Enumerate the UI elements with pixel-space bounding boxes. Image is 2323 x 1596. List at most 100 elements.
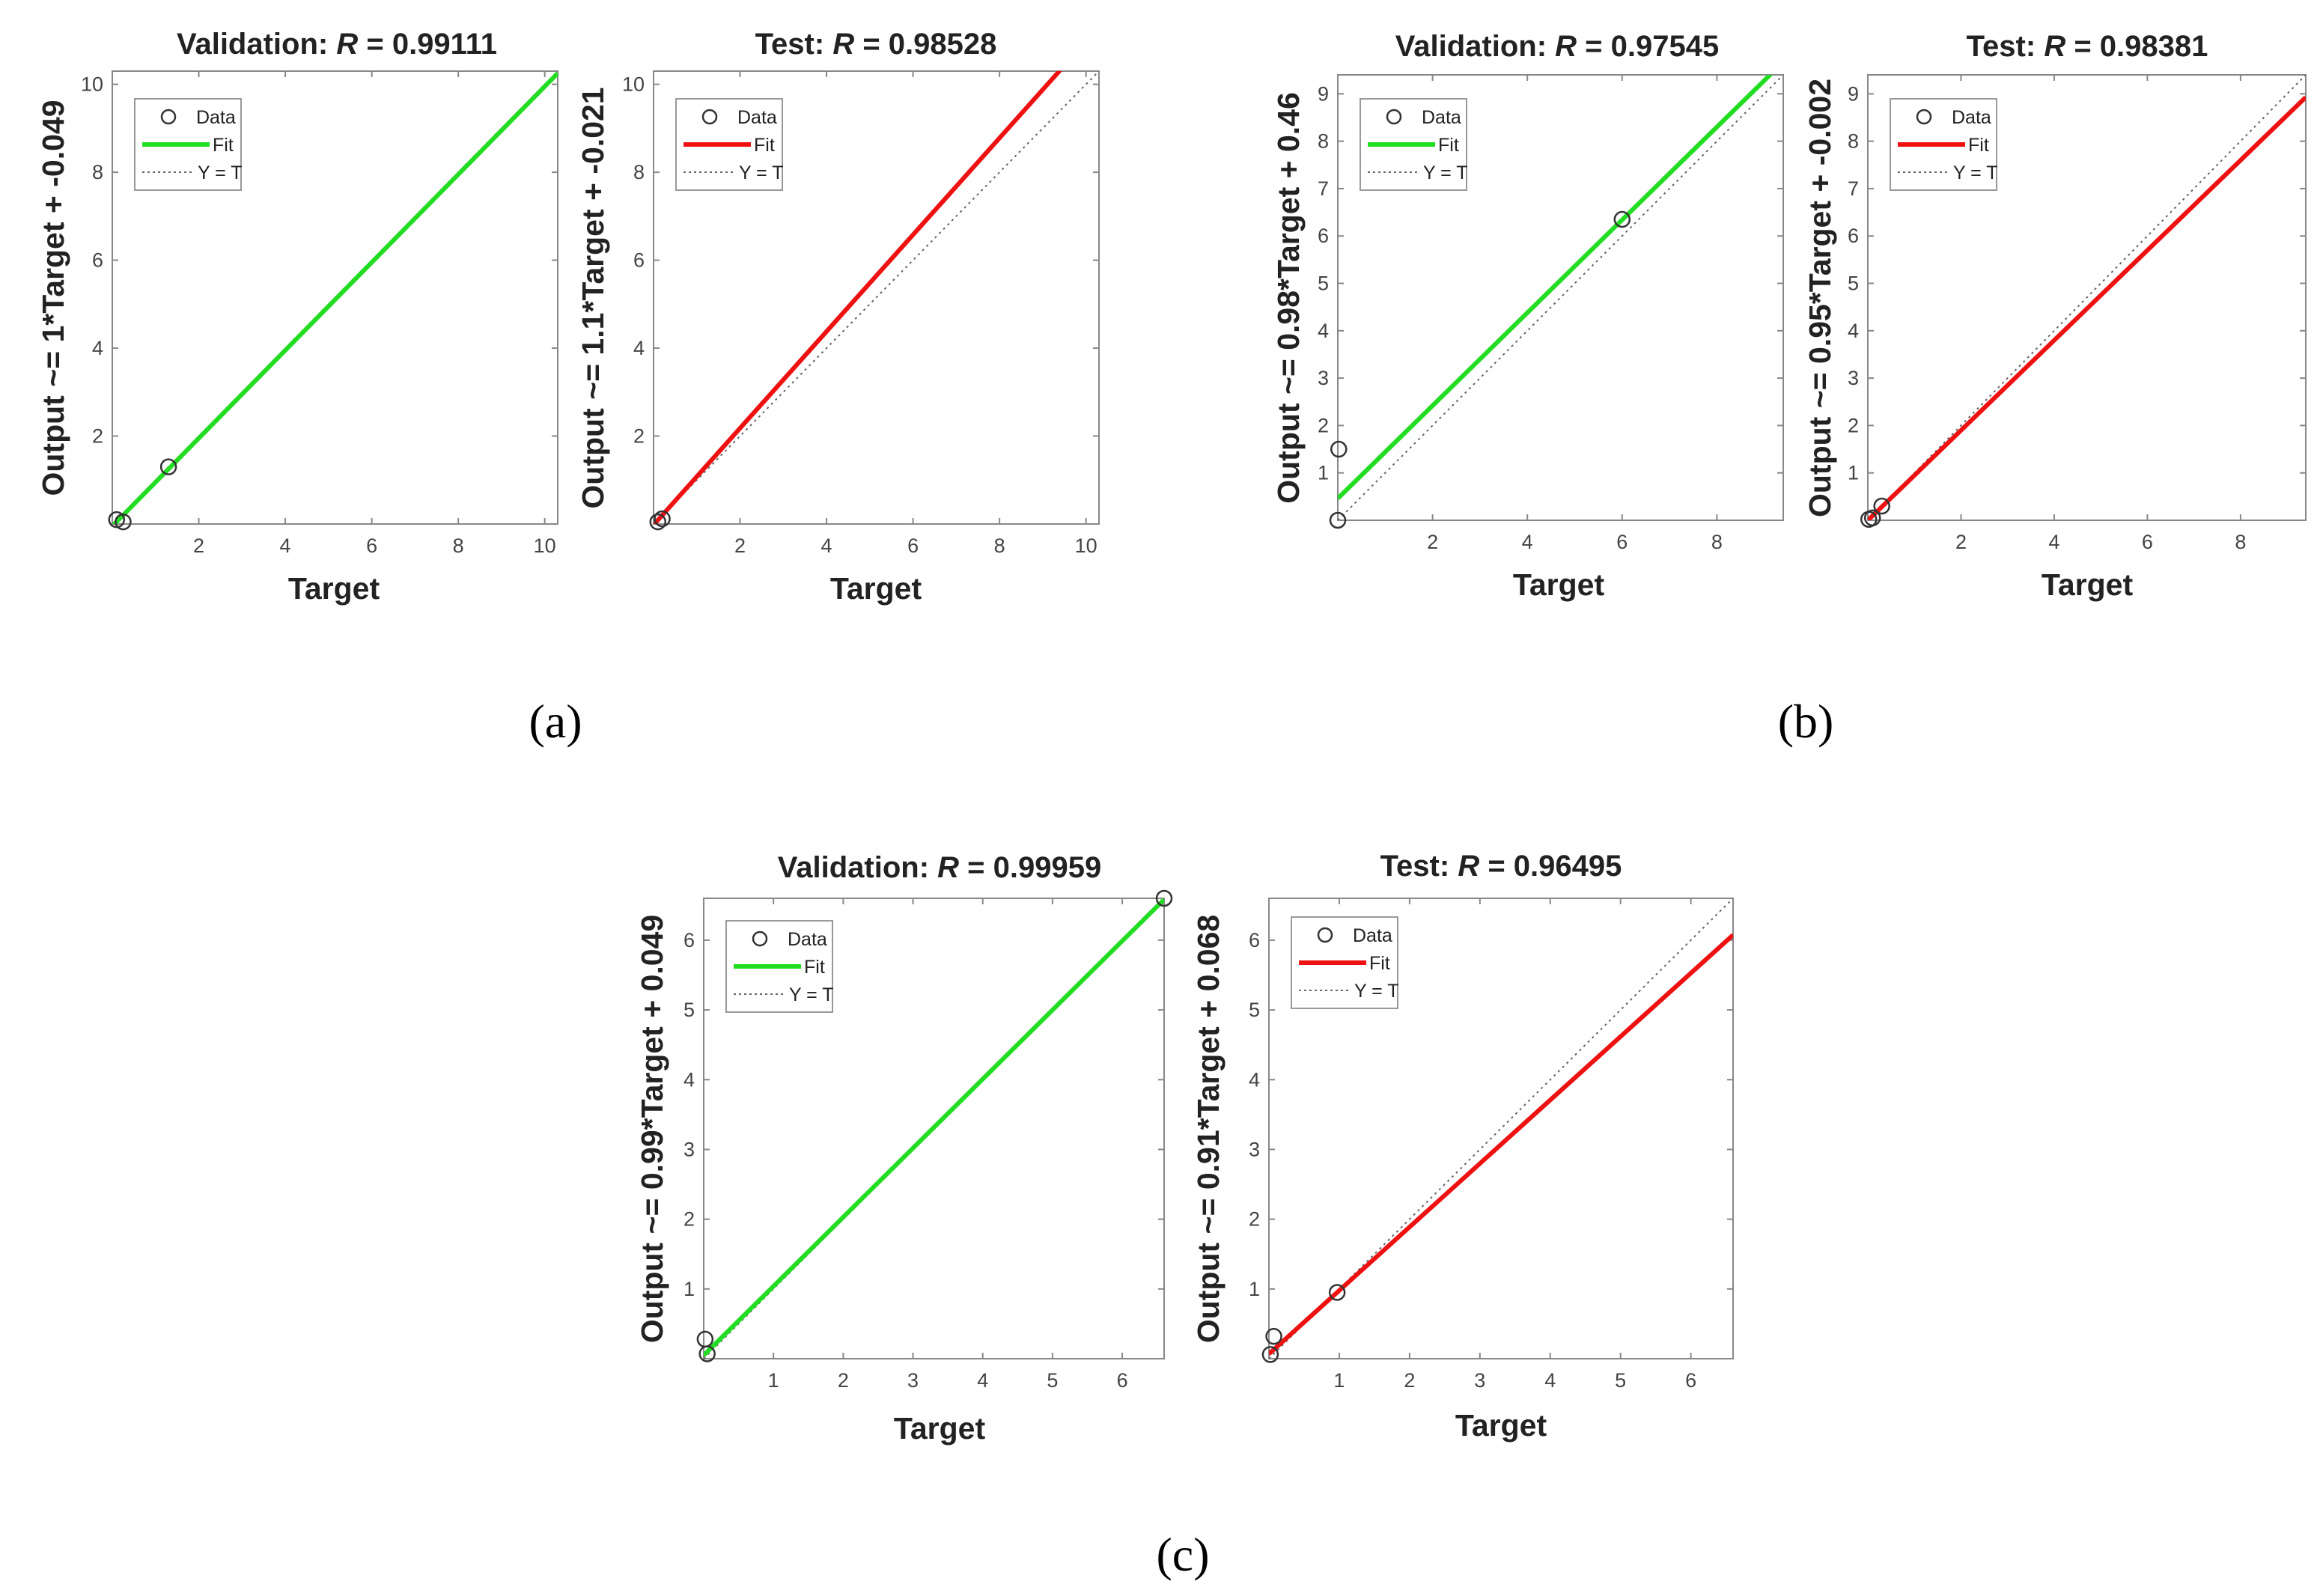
legend-identity-label: Y = T	[789, 984, 834, 1005]
data-point	[1265, 1327, 1282, 1345]
panel-title: Test: R = 0.96495	[1380, 850, 1622, 883]
y-axis-label: Output ~= 0.99*Target + 0.049	[635, 915, 669, 1343]
y-tick-label: 9	[1318, 82, 1329, 105]
legend-data-label: Data	[1422, 107, 1461, 128]
x-tick-label: 8	[994, 534, 1005, 557]
axes-box	[703, 898, 1165, 1359]
fit-line	[112, 71, 558, 524]
panel-c-test: Test: R = 0.96495 Target Output ~= 0.91*…	[1191, 850, 1734, 1443]
panel-title: Test: R = 0.98381	[1967, 30, 2208, 63]
data-point	[1329, 511, 1347, 529]
panel-title: Validation: R = 0.97545	[1395, 30, 1719, 63]
fit-line	[654, 71, 1063, 524]
y-tick-label: 7	[1318, 177, 1329, 200]
x-tick-label: 2	[734, 534, 746, 557]
y-tick-label: 8	[92, 161, 103, 183]
x-tick-label: 4	[280, 534, 291, 557]
y-tick-label: 1	[683, 1278, 695, 1300]
fit-line	[1269, 933, 1733, 1356]
legend-fit-label: Fit	[804, 957, 825, 978]
legend: Data Fit Y = T	[725, 920, 834, 1013]
panel-a-validation: Validation: R = 0.99111 Target Output ~=…	[36, 28, 558, 606]
y-tick-label: 4	[683, 1068, 695, 1091]
legend: Data Fit Y = T	[675, 98, 784, 191]
x-tick-label: 6	[366, 534, 377, 557]
fit-line	[1338, 75, 1774, 501]
data-point	[159, 458, 177, 475]
x-tick-label: 4	[977, 1369, 988, 1392]
y-tick-label: 6	[92, 249, 103, 272]
legend: Data Fit Y = T	[1890, 98, 1998, 191]
y-tick-label: 2	[633, 425, 645, 448]
identity-line	[654, 71, 1099, 524]
x-tick-label: 1	[1333, 1369, 1345, 1392]
panel-a-test: Test: R = 0.98528 Target Output ~= 1.1*T…	[576, 28, 1100, 606]
y-axis-label: Output ~= 1.1*Target + -0.021	[576, 87, 610, 508]
panel-title: Test: R = 0.98528	[755, 28, 997, 61]
x-tick-label: 3	[1474, 1369, 1485, 1392]
panel-c-validation: Validation: R = 0.99959 Target Output ~=…	[635, 851, 1173, 1446]
axes-box	[653, 70, 1100, 525]
data-point	[1613, 210, 1631, 228]
legend-fit-label: Fit	[213, 135, 234, 156]
legend-identity-label: Y = T	[1423, 162, 1468, 183]
legend-data-marker	[1386, 109, 1402, 125]
y-tick-label: 2	[1249, 1208, 1260, 1231]
data-point	[1261, 1346, 1279, 1363]
x-tick-label: 6	[907, 534, 919, 557]
legend-fit-label: Fit	[754, 135, 775, 156]
y-tick-label: 6	[1318, 225, 1329, 247]
data-point	[1873, 497, 1890, 515]
data-point	[1155, 889, 1173, 907]
legend-data-label: Data	[196, 107, 236, 128]
panel-title: Validation: R = 0.99111	[177, 28, 497, 61]
x-tick-label: 5	[1615, 1369, 1626, 1392]
legend-data-label: Data	[1952, 107, 1991, 128]
y-tick-label: 8	[1318, 130, 1329, 153]
x-tick-label: 6	[1685, 1369, 1696, 1392]
legend-fit-label: Fit	[1968, 135, 1989, 156]
identity-line	[1868, 75, 2306, 520]
data-point	[115, 513, 132, 531]
x-tick-label: 6	[1117, 1369, 1128, 1392]
x-axis-label: Target	[1455, 1408, 1547, 1443]
y-tick-label: 5	[683, 999, 695, 1021]
y-tick-label: 7	[1848, 177, 1859, 200]
x-tick-label: 2	[838, 1369, 849, 1392]
legend-fit-label: Fit	[1438, 135, 1459, 156]
legend-data-label: Data	[788, 929, 827, 950]
x-tick-label: 2	[1427, 531, 1438, 553]
data-point	[654, 510, 671, 528]
x-tick-label: 2	[193, 534, 204, 557]
x-tick-label: 10	[534, 534, 556, 557]
x-tick-label: 10	[1075, 534, 1097, 557]
y-tick-label: 3	[1249, 1138, 1260, 1160]
x-axis-label: Target	[2042, 567, 2134, 602]
caption-b: (b)	[1778, 695, 1834, 748]
x-tick-label: 8	[453, 534, 464, 557]
panel-title: Validation: R = 0.99959	[778, 851, 1101, 884]
legend-data-label: Data	[1353, 925, 1392, 946]
y-tick-label: 4	[1318, 320, 1329, 342]
y-axis-label: Output ~= 0.95*Target + -0.002	[1803, 79, 1837, 517]
legend-identity-label: Y = T	[1354, 981, 1399, 1002]
x-tick-label: 4	[2048, 531, 2059, 553]
y-tick-label: 4	[633, 337, 645, 359]
legend-data-marker	[160, 109, 177, 125]
legend: Data Fit Y = T	[134, 98, 243, 191]
panel-b-test: Test: R = 0.98381 Target Output ~= 0.95*…	[1803, 30, 2307, 602]
axes-box	[1337, 74, 1784, 521]
y-tick-label: 1	[1318, 462, 1329, 484]
y-tick-label: 1	[1249, 1278, 1260, 1300]
legend-data-marker	[1916, 109, 1932, 125]
y-tick-label: 3	[1318, 367, 1329, 389]
legend-fit-label: Fit	[1369, 953, 1390, 974]
panel-b-validation: Validation: R = 0.97545 Target Output ~=…	[1271, 30, 1784, 602]
y-tick-label: 4	[92, 337, 103, 359]
x-tick-label: 4	[821, 534, 832, 557]
x-axis-label: Target	[1513, 567, 1605, 602]
data-point	[649, 513, 667, 531]
x-axis-label: Target	[894, 1411, 986, 1446]
caption-a: (a)	[529, 695, 582, 748]
